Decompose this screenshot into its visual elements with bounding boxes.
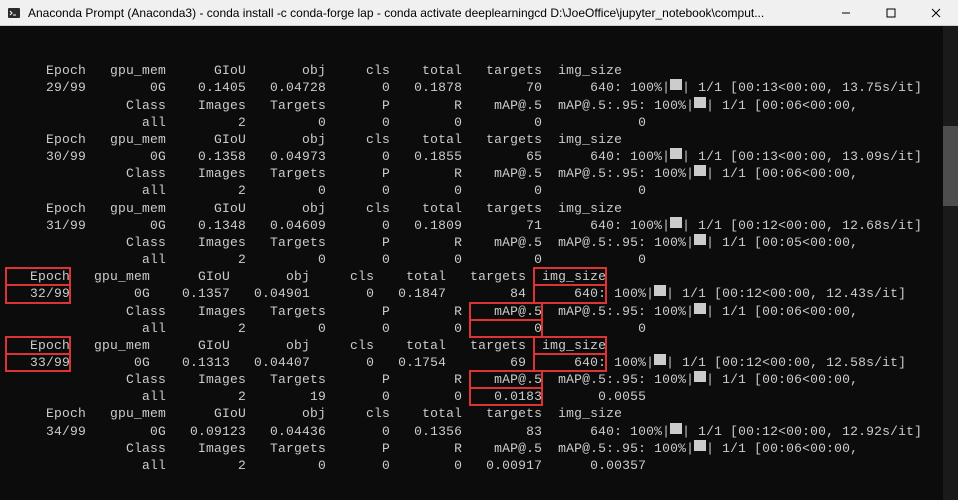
epoch-header-row: Epoch gpu_mem GIoU obj cls total targets…: [6, 131, 952, 148]
progress-bar-icon: [694, 371, 706, 382]
epoch-value-row: 34/99 0G 0.09123 0.04436 0 0.1356 83 640…: [6, 423, 952, 440]
progress-bar-icon: [694, 97, 706, 108]
progress-bar-icon: [654, 354, 666, 365]
metrics-value-row: all 2 0 0 0 0.00917 0.00357: [6, 457, 952, 474]
progress-bar-icon: [694, 440, 706, 451]
metrics-value-row: all 2 19 0 0 0.0183 0.0055: [6, 388, 952, 405]
maximize-button[interactable]: [868, 0, 913, 25]
titlebar: Anaconda Prompt (Anaconda3) - conda inst…: [0, 0, 958, 26]
metrics-value-row: all 2 0 0 0 0 0: [6, 320, 952, 337]
minimize-button[interactable]: [823, 0, 868, 25]
progress-bar-icon: [670, 148, 682, 159]
epoch-header-row: Epoch gpu_mem GIoU obj cls total targets…: [6, 62, 952, 79]
metrics-header-row: Class Images Targets P R mAP@.5 mAP@.5:.…: [6, 165, 952, 182]
epoch-header-row: Epoch gpu_mem GIoU obj cls total targets…: [6, 405, 952, 422]
epoch-header-row: Epoch gpu_mem GIoU obj cls total targets…: [6, 337, 952, 354]
scrollbar[interactable]: [943, 26, 958, 500]
progress-bar-icon: [670, 423, 682, 434]
progress-bar-icon: [670, 79, 682, 90]
metrics-header-row: Class Images Targets P R mAP@.5 mAP@.5:.…: [6, 440, 952, 457]
progress-bar-icon: [694, 303, 706, 314]
epoch-value-row: 30/99 0G 0.1358 0.04973 0 0.1855 65 640:…: [6, 148, 952, 165]
epoch-value-row: 31/99 0G 0.1348 0.04609 0 0.1809 71 640:…: [6, 217, 952, 234]
epoch-value-row: 33/99 0G 0.1313 0.04407 0 0.1754 69 640:…: [6, 354, 952, 371]
metrics-header-row: Class Images Targets P R mAP@.5 mAP@.5:.…: [6, 97, 952, 114]
window-title: Anaconda Prompt (Anaconda3) - conda inst…: [28, 6, 823, 20]
progress-bar-icon: [654, 285, 666, 296]
window-controls: [823, 0, 958, 25]
scrollbar-thumb[interactable]: [943, 126, 958, 206]
terminal-icon: [6, 5, 22, 21]
epoch-value-row: 29/99 0G 0.1405 0.04728 0 0.1878 70 640:…: [6, 79, 952, 96]
terminal-output: Epoch gpu_mem GIoU obj cls total targets…: [0, 26, 958, 500]
epoch-value-row: 32/99 0G 0.1357 0.04901 0 0.1847 84 640:…: [6, 285, 952, 302]
epoch-header-row: Epoch gpu_mem GIoU obj cls total targets…: [6, 200, 952, 217]
metrics-value-row: all 2 0 0 0 0 0: [6, 251, 952, 268]
metrics-value-row: all 2 0 0 0 0 0: [6, 114, 952, 131]
metrics-header-row: Class Images Targets P R mAP@.5 mAP@.5:.…: [6, 371, 952, 388]
progress-bar-icon: [670, 217, 682, 228]
close-button[interactable]: [913, 0, 958, 25]
metrics-header-row: Class Images Targets P R mAP@.5 mAP@.5:.…: [6, 234, 952, 251]
metrics-header-row: Class Images Targets P R mAP@.5 mAP@.5:.…: [6, 303, 952, 320]
metrics-value-row: all 2 0 0 0 0 0: [6, 182, 952, 199]
epoch-header-row: Epoch gpu_mem GIoU obj cls total targets…: [6, 268, 952, 285]
progress-bar-icon: [694, 165, 706, 176]
progress-bar-icon: [694, 234, 706, 245]
